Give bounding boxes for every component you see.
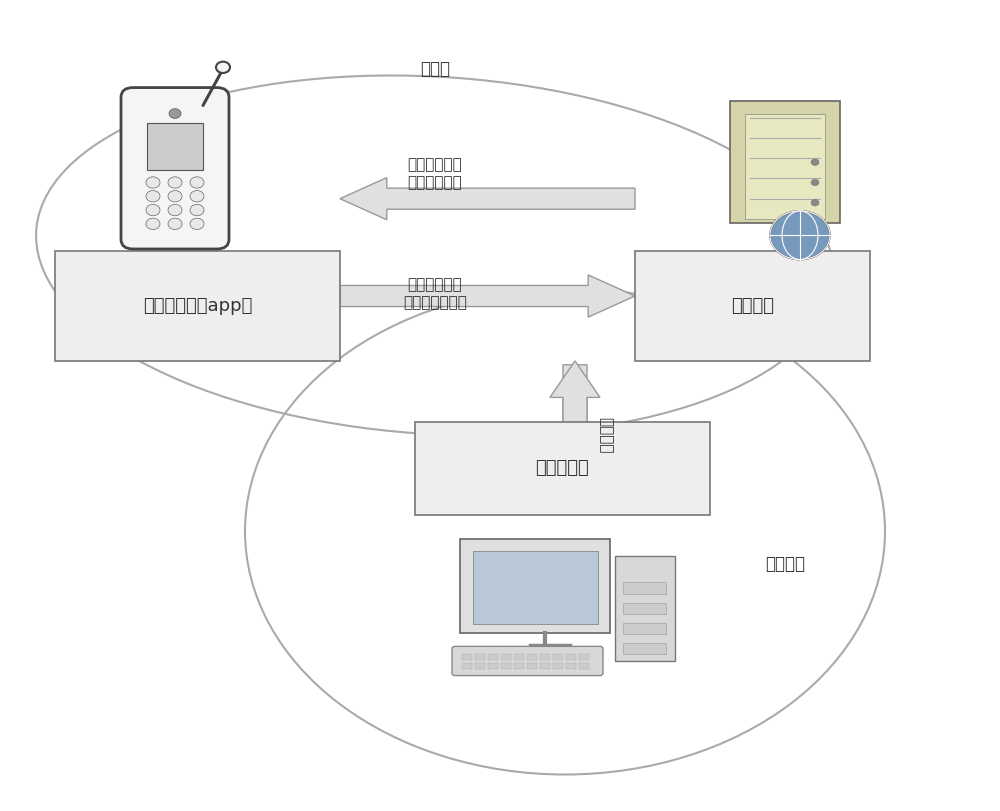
- FancyBboxPatch shape: [579, 663, 589, 669]
- FancyBboxPatch shape: [473, 551, 598, 624]
- FancyBboxPatch shape: [566, 654, 576, 660]
- FancyBboxPatch shape: [527, 654, 537, 660]
- Circle shape: [190, 177, 204, 188]
- Text: 新模式: 新模式: [420, 60, 450, 78]
- FancyBboxPatch shape: [501, 663, 511, 669]
- Circle shape: [168, 177, 182, 188]
- Circle shape: [190, 204, 204, 216]
- FancyBboxPatch shape: [623, 603, 666, 614]
- FancyBboxPatch shape: [462, 654, 472, 660]
- FancyBboxPatch shape: [452, 646, 603, 676]
- Circle shape: [168, 204, 182, 216]
- FancyBboxPatch shape: [460, 539, 610, 633]
- FancyBboxPatch shape: [475, 663, 485, 669]
- FancyBboxPatch shape: [415, 422, 710, 515]
- Circle shape: [168, 191, 182, 202]
- Circle shape: [168, 218, 182, 230]
- Circle shape: [811, 200, 819, 206]
- FancyBboxPatch shape: [501, 654, 511, 660]
- Polygon shape: [340, 275, 635, 317]
- FancyBboxPatch shape: [514, 654, 524, 660]
- Text: 台账数据同步
（需要登陆）: 台账数据同步 （需要登陆）: [408, 157, 462, 190]
- Circle shape: [770, 211, 830, 260]
- FancyBboxPatch shape: [527, 663, 537, 669]
- Circle shape: [190, 191, 204, 202]
- FancyBboxPatch shape: [475, 654, 485, 660]
- FancyBboxPatch shape: [730, 101, 840, 223]
- FancyBboxPatch shape: [615, 556, 675, 661]
- FancyBboxPatch shape: [623, 623, 666, 634]
- FancyBboxPatch shape: [540, 654, 550, 660]
- FancyBboxPatch shape: [553, 654, 563, 660]
- Text: 手机客户端（app）: 手机客户端（app）: [143, 297, 252, 315]
- FancyBboxPatch shape: [488, 663, 498, 669]
- FancyBboxPatch shape: [579, 654, 589, 660]
- FancyBboxPatch shape: [566, 663, 576, 669]
- FancyBboxPatch shape: [55, 251, 340, 361]
- Circle shape: [811, 159, 819, 165]
- Polygon shape: [550, 361, 600, 507]
- Polygon shape: [340, 178, 635, 220]
- FancyBboxPatch shape: [623, 643, 666, 654]
- FancyBboxPatch shape: [462, 663, 472, 669]
- FancyBboxPatch shape: [553, 663, 563, 669]
- Circle shape: [216, 62, 230, 73]
- Circle shape: [146, 177, 160, 188]
- FancyBboxPatch shape: [147, 123, 203, 170]
- Circle shape: [811, 179, 819, 186]
- Circle shape: [190, 218, 204, 230]
- FancyBboxPatch shape: [745, 114, 825, 219]
- Circle shape: [146, 218, 160, 230]
- Circle shape: [169, 109, 181, 118]
- FancyBboxPatch shape: [488, 654, 498, 660]
- Text: 服务器端: 服务器端: [731, 297, 774, 315]
- Text: 数据同步: 数据同步: [598, 417, 613, 454]
- Text: 台账数据检索
（不需要登陆）: 台账数据检索 （不需要登陆）: [403, 277, 467, 310]
- FancyBboxPatch shape: [540, 663, 550, 669]
- Circle shape: [146, 204, 160, 216]
- FancyBboxPatch shape: [514, 663, 524, 669]
- Text: 传统模式: 传统模式: [765, 555, 805, 573]
- Polygon shape: [550, 365, 600, 511]
- FancyBboxPatch shape: [623, 582, 666, 594]
- FancyBboxPatch shape: [121, 88, 229, 249]
- Circle shape: [146, 191, 160, 202]
- Text: 个人计算机: 个人计算机: [536, 459, 589, 478]
- FancyBboxPatch shape: [635, 251, 870, 361]
